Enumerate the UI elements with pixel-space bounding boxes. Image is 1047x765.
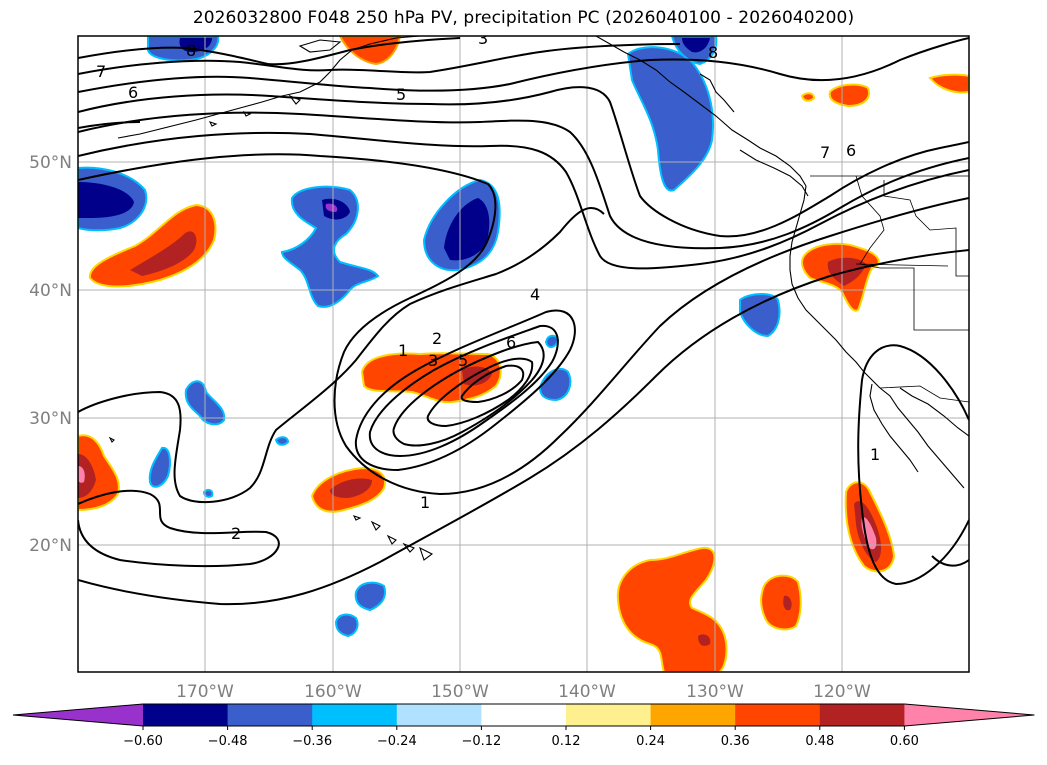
- colorbar-segment: [312, 704, 398, 726]
- colorbar-tick-label: 0.36: [721, 734, 750, 749]
- colorbar-tick-label: −0.24: [377, 734, 417, 749]
- colorbar-segment: [227, 704, 313, 726]
- colorbar-tick-label: −0.60: [123, 734, 163, 749]
- contour-label: 1: [420, 493, 430, 512]
- colorbar-tick-label: 0.48: [805, 734, 834, 749]
- contour-label: 2: [432, 329, 442, 348]
- colorbar-tick-label: −0.48: [208, 734, 248, 749]
- map-area: 7 6 8 5 3 8 7 6 4 1 2 3 5 6 2 1 1: [78, 29, 969, 672]
- colorbar-tick-label: −0.36: [292, 734, 332, 749]
- map-title: 2026032800 F048 250 hPa PV, precipitatio…: [192, 8, 855, 28]
- contour-label: 8: [708, 43, 718, 62]
- colorbar-segment: [396, 704, 482, 726]
- lon-label: 130°W: [686, 682, 744, 702]
- lon-label: 140°W: [558, 682, 616, 702]
- contour-label: 5: [458, 351, 468, 370]
- map-frame: [77, 35, 970, 673]
- colorbar-extend-low: [13, 704, 143, 726]
- graticule: [78, 36, 969, 672]
- lat-label: 20°N: [29, 536, 72, 556]
- contour-label: 8: [186, 41, 196, 60]
- contour-label: 1: [870, 445, 880, 464]
- colorbar-segment: [143, 704, 229, 726]
- pv-contours: [78, 37, 969, 606]
- contour-labels: 7 6 8 5 3 8 7 6 4 1 2 3 5 6 2 1 1: [96, 29, 880, 543]
- contour-label: 3: [428, 351, 438, 370]
- lon-label: 170°W: [176, 682, 234, 702]
- lon-label: 150°W: [431, 682, 489, 702]
- contour-label: 4: [530, 285, 540, 304]
- contour-label: 6: [128, 83, 138, 102]
- contour-label: 7: [96, 62, 106, 81]
- colorbar-tick-label: 0.24: [636, 734, 665, 749]
- lat-label: 40°N: [29, 281, 72, 301]
- lon-label: 120°W: [813, 682, 871, 702]
- colorbar-tick-label: 0.12: [552, 734, 581, 749]
- contour-label: 6: [506, 333, 516, 352]
- colorbar: −0.60 −0.48 −0.36 −0.24 −0.12 0.12 0.24 0.36 0.4…: [12, 703, 1035, 749]
- contour-label: 6: [846, 141, 856, 160]
- colorbar-tick-label: 0.60: [890, 734, 919, 749]
- colorbar-segment: [735, 704, 821, 726]
- contour-label: 1: [398, 341, 408, 360]
- lat-label: 30°N: [29, 409, 72, 429]
- contour-label: 3: [478, 29, 488, 48]
- precip-fills: [78, 36, 969, 672]
- colorbar-segment: [566, 704, 652, 726]
- contour-label: 7: [820, 143, 830, 162]
- contour-label: 5: [396, 85, 406, 104]
- colorbar-extend-high: [904, 704, 1035, 726]
- lat-label: 50°N: [29, 153, 72, 173]
- lon-label: 160°W: [304, 682, 362, 702]
- longitude-labels: 170°W 160°W 150°W 140°W 130°W 120°W: [176, 682, 871, 702]
- contour-label: 2: [231, 524, 241, 543]
- colorbar-segment: [819, 704, 905, 726]
- colorbar-segment: [650, 704, 736, 726]
- latitude-labels: 50°N 40°N 30°N 20°N: [29, 153, 72, 556]
- colorbar-segment: [481, 704, 567, 726]
- colorbar-tick-label: −0.12: [461, 734, 501, 749]
